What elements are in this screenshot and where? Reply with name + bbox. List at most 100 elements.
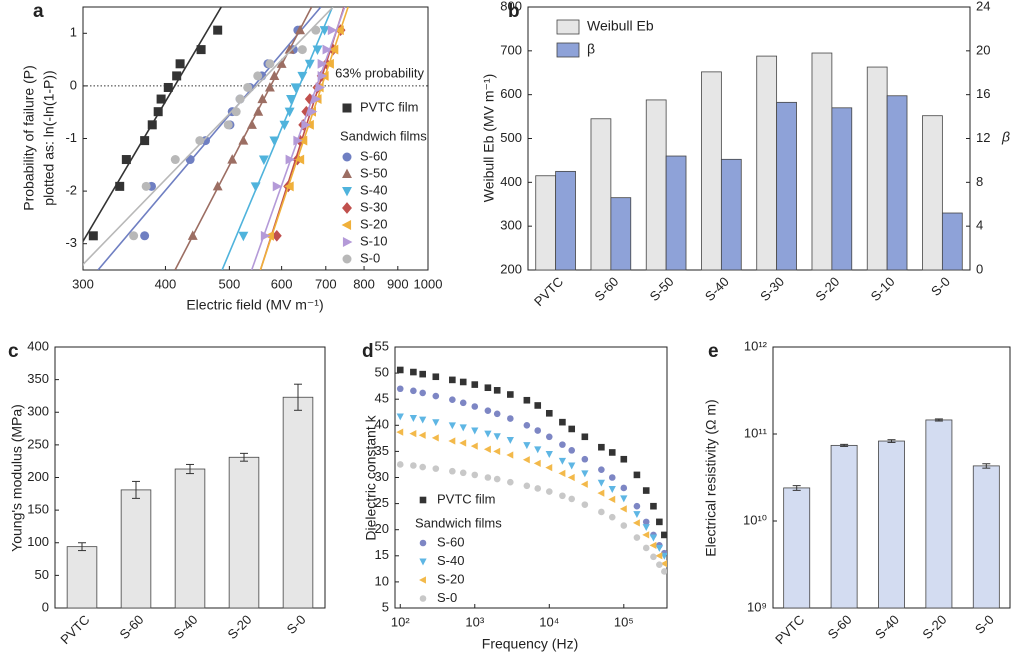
- point: [507, 391, 514, 398]
- legend-label: S-10: [360, 233, 387, 248]
- point: [153, 107, 163, 117]
- bar: [535, 175, 557, 271]
- plot-area: [396, 366, 667, 575]
- bar: [120, 489, 152, 609]
- point: [324, 58, 334, 69]
- point: [285, 154, 296, 165]
- point: [558, 469, 566, 477]
- point: [608, 486, 616, 493]
- x-tick-label: 10⁵: [614, 614, 634, 629]
- legend-marker: [342, 254, 352, 264]
- point: [597, 479, 605, 487]
- y-axis-label: plotted as: ln(-ln(1-P)): [41, 70, 57, 205]
- point: [459, 439, 467, 447]
- y-tick-label: 10⁹: [747, 599, 767, 614]
- point: [656, 518, 663, 526]
- x-tick-label: S-60: [825, 612, 855, 642]
- point: [295, 24, 306, 35]
- x-tick-label: PVTC: [531, 274, 566, 309]
- point: [307, 106, 318, 117]
- bar: [756, 55, 778, 271]
- point: [493, 433, 501, 441]
- y-axis-label: Electrical resistivity (Ω m): [703, 399, 719, 556]
- y-tick-label: 10: [375, 573, 389, 588]
- y-tick-label: 0: [70, 77, 77, 92]
- bar: [701, 71, 722, 271]
- point: [484, 430, 492, 438]
- point: [195, 136, 205, 146]
- point: [534, 402, 542, 409]
- point: [493, 447, 501, 456]
- point: [655, 545, 663, 552]
- point: [294, 154, 305, 165]
- legend-marker: [342, 152, 352, 162]
- point: [581, 433, 589, 441]
- y-axis-label: Probability of failure (P): [21, 65, 37, 211]
- point: [459, 469, 467, 477]
- point: [650, 502, 657, 510]
- x-tick-label: PVTC: [57, 612, 92, 647]
- point: [418, 431, 426, 439]
- x-tick-label: 500: [219, 276, 241, 291]
- point: [568, 495, 576, 503]
- point: [568, 447, 576, 454]
- point: [409, 430, 417, 438]
- point: [301, 119, 311, 130]
- y-tick-label: 800: [500, 0, 522, 13]
- x-tick-label: S-10: [868, 274, 898, 304]
- point: [265, 59, 275, 69]
- point: [493, 475, 501, 483]
- bar: [555, 170, 576, 271]
- point: [327, 25, 338, 36]
- x-tick-label: 10⁴: [539, 614, 559, 629]
- legend-label: S-0: [360, 250, 380, 265]
- point: [608, 513, 616, 521]
- legend-marker: [342, 237, 353, 247]
- fit-line: [83, 7, 334, 266]
- point: [431, 434, 439, 442]
- legend-label: S-20: [437, 571, 464, 586]
- point: [534, 427, 542, 434]
- legend-marker: [341, 220, 352, 230]
- point: [317, 58, 328, 69]
- point: [459, 378, 467, 386]
- point: [419, 463, 426, 471]
- y-tick-label: 45: [375, 391, 389, 406]
- legend-label: S-0: [437, 590, 457, 605]
- point: [328, 44, 339, 55]
- point: [396, 461, 404, 468]
- point: [660, 560, 667, 568]
- point: [284, 181, 294, 192]
- bar: [922, 115, 943, 271]
- point: [493, 410, 501, 418]
- point: [523, 396, 531, 404]
- bar: [811, 52, 833, 271]
- x-tick-label: S-0: [284, 612, 309, 637]
- bar: [866, 66, 888, 271]
- point: [559, 441, 566, 448]
- point: [238, 231, 249, 242]
- x-tick-label: 600: [271, 276, 293, 291]
- y-tick-label: 25: [375, 495, 389, 510]
- point: [311, 25, 321, 35]
- point: [315, 82, 325, 93]
- y-tick-label: 600: [500, 86, 522, 101]
- x-axis-label: Frequency (Hz): [482, 636, 578, 652]
- point: [170, 155, 180, 165]
- point: [471, 427, 479, 435]
- point: [286, 95, 296, 105]
- point: [319, 26, 330, 36]
- plot-frame: [394, 346, 668, 609]
- bar: [941, 212, 963, 271]
- bar: [783, 487, 811, 609]
- point: [247, 119, 257, 129]
- x-tick-label: S-40: [702, 274, 732, 304]
- y-tick-label: 100: [27, 534, 49, 549]
- legend-title: Sandwich films: [415, 515, 502, 530]
- legend-swatch: [556, 19, 580, 35]
- legend-marker: [342, 202, 352, 214]
- y-tick-label: 20: [375, 521, 389, 536]
- point: [432, 465, 440, 472]
- point: [506, 436, 514, 444]
- bar: [776, 101, 797, 271]
